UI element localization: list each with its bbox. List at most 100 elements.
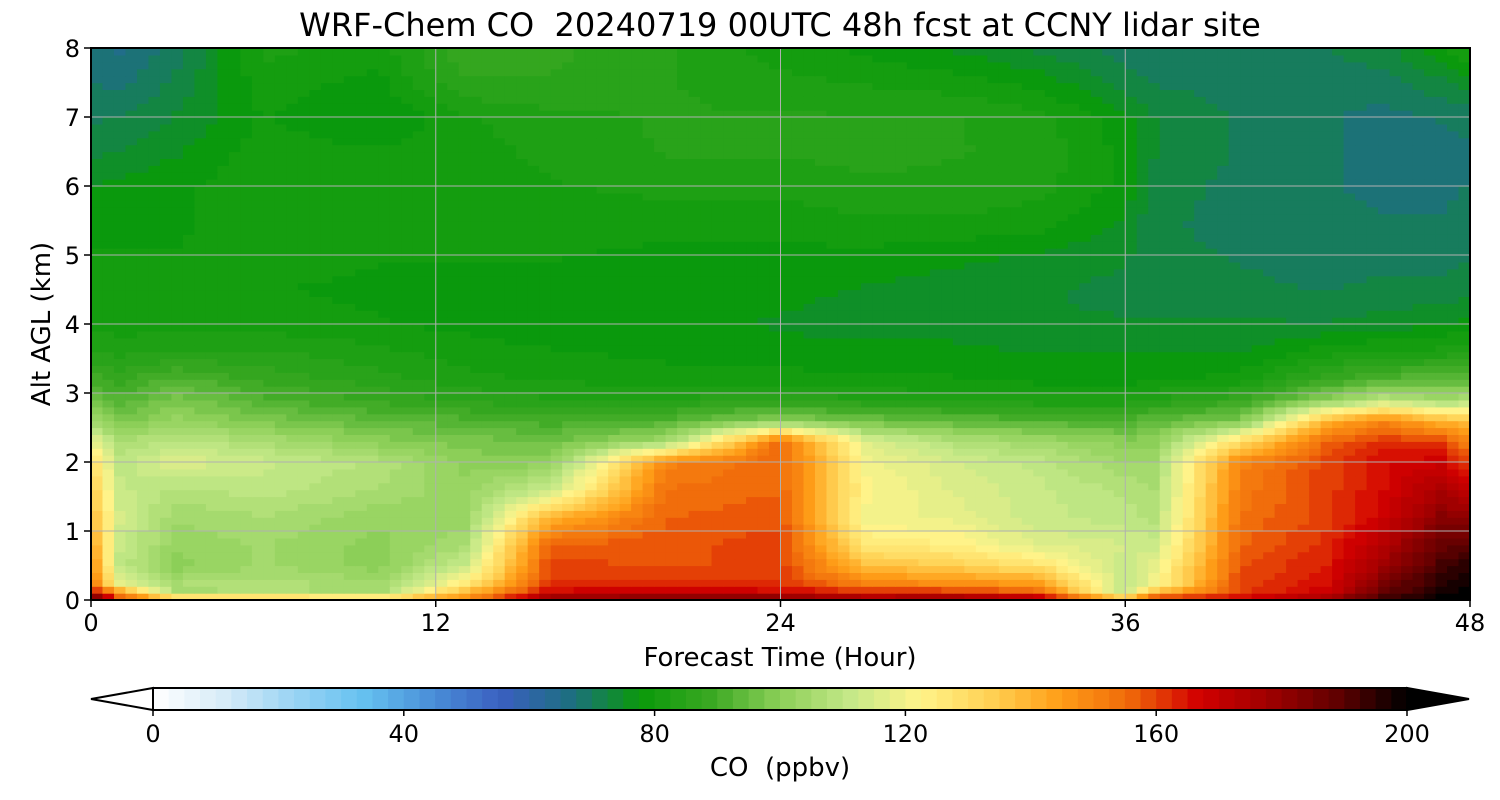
- heatmap-cell: [1378, 406, 1391, 415]
- heatmap-cell: [159, 593, 173, 600]
- heatmap-cell: [171, 572, 184, 580]
- heatmap-cell: [539, 510, 552, 518]
- heatmap-cell: [929, 455, 942, 463]
- heatmap-cell: [240, 565, 253, 573]
- heatmap-cell: [343, 413, 356, 422]
- heatmap-cell: [1355, 420, 1368, 429]
- heatmap-cell: [1458, 489, 1470, 498]
- heatmap-cell: [102, 517, 115, 525]
- heatmap-cell: [1021, 427, 1034, 435]
- heatmap-cell: [929, 420, 942, 429]
- heatmap-cell: [1389, 544, 1402, 553]
- heatmap-cell: [458, 558, 471, 567]
- heatmap-cell: [998, 586, 1011, 594]
- heatmap-cell: [700, 406, 713, 415]
- heatmap-cell: [113, 448, 127, 456]
- heatmap-cell: [1297, 420, 1310, 429]
- heatmap-cell: [320, 379, 333, 387]
- heatmap-cell: [677, 551, 690, 560]
- heatmap-cell: [1297, 393, 1310, 401]
- heatmap-cell: [1044, 324, 1057, 332]
- heatmap-cell: [481, 455, 494, 463]
- heatmap-cell: [1090, 399, 1103, 408]
- heatmap-cell: [700, 420, 713, 429]
- heatmap-cell: [895, 551, 908, 560]
- heatmap-cell: [447, 386, 460, 394]
- heatmap-cell: [1366, 572, 1379, 580]
- heatmap-cell: [493, 551, 506, 560]
- heatmap-cell: [493, 468, 506, 477]
- heatmap-cell: [435, 317, 448, 325]
- heatmap-cell: [1332, 434, 1345, 442]
- heatmap-cell: [309, 434, 322, 442]
- heatmap-cell: [355, 489, 368, 498]
- heatmap-cell: [1274, 399, 1287, 408]
- heatmap-cell: [1355, 558, 1368, 567]
- heatmap-cell: [125, 358, 138, 366]
- heatmap-cell: [1182, 572, 1195, 580]
- heatmap-cell: [1274, 344, 1287, 353]
- heatmap-cell: [619, 344, 632, 353]
- heatmap-cell: [424, 420, 437, 429]
- heatmap-cell: [1297, 324, 1310, 332]
- heatmap-cell: [677, 475, 690, 484]
- heatmap-cell: [240, 586, 253, 594]
- heatmap-cell: [837, 558, 851, 567]
- heatmap-cell: [929, 537, 942, 546]
- heatmap-cell: [1309, 524, 1322, 532]
- heatmap-cell: [1309, 330, 1322, 339]
- heatmap-cell: [573, 455, 586, 463]
- heatmap-cell: [1343, 399, 1356, 408]
- heatmap-cell: [286, 468, 299, 477]
- heatmap-cell: [975, 393, 988, 401]
- heatmap-cell: [516, 310, 529, 318]
- heatmap-cell: [1412, 475, 1425, 484]
- heatmap-cell: [1355, 496, 1368, 504]
- heatmap-cell: [1159, 496, 1172, 504]
- heatmap-cell: [1366, 427, 1379, 435]
- heatmap-cell: [263, 448, 276, 456]
- heatmap-cell: [872, 593, 885, 600]
- heatmap-cell: [228, 413, 241, 422]
- heatmap-cell: [941, 593, 954, 600]
- heatmap-cell: [1343, 572, 1356, 580]
- heatmap-cell: [1148, 482, 1161, 491]
- heatmap-cell: [136, 468, 150, 477]
- heatmap-cell: [194, 351, 207, 360]
- heatmap-cell: [1125, 330, 1138, 339]
- heatmap-cell: [562, 482, 575, 491]
- heatmap-cell: [895, 310, 908, 318]
- heatmap-cell: [826, 572, 839, 580]
- heatmap-cell: [596, 441, 609, 449]
- heatmap-cell: [1217, 586, 1230, 594]
- heatmap-cell: [481, 365, 494, 373]
- heatmap-cell: [895, 496, 908, 504]
- heatmap-cell: [1389, 468, 1402, 477]
- heatmap-cell: [1182, 565, 1195, 573]
- heatmap-cell: [458, 399, 471, 408]
- heatmap-cell: [860, 496, 874, 504]
- heatmap-cell: [113, 386, 127, 394]
- heatmap-cell: [1447, 379, 1460, 387]
- heatmap-cell: [906, 379, 919, 387]
- heatmap-cell: [113, 344, 127, 353]
- heatmap-cell: [1171, 593, 1184, 600]
- heatmap-cell: [1297, 524, 1310, 532]
- heatmap-cell: [964, 386, 977, 394]
- heatmap-cell: [975, 524, 988, 532]
- heatmap-cell: [1274, 413, 1287, 422]
- heatmap-cell: [826, 531, 839, 539]
- heatmap-cell: [803, 565, 816, 573]
- heatmap-cell: [1079, 489, 1092, 498]
- heatmap-cell: [1033, 537, 1046, 546]
- heatmap-cell: [1217, 572, 1230, 580]
- heatmap-cell: [998, 475, 1011, 484]
- heatmap-cell: [619, 310, 632, 318]
- heatmap-cell: [780, 558, 793, 567]
- heatmap-cell: [401, 386, 414, 394]
- heatmap-cell: [148, 593, 161, 600]
- heatmap-cell: [550, 324, 563, 332]
- heatmap-cell: [1148, 351, 1161, 360]
- heatmap-cell: [481, 337, 494, 346]
- heatmap-cell: [757, 434, 770, 442]
